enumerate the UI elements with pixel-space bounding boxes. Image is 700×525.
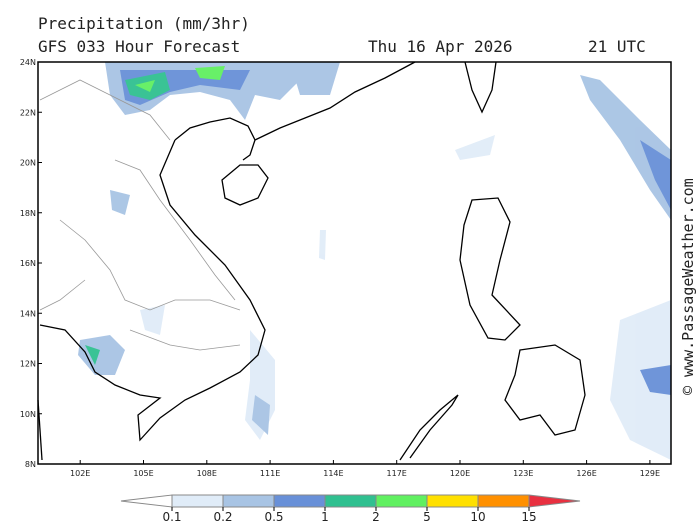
subtitle: GFS 033 Hour Forecast bbox=[38, 37, 240, 56]
x-tick-label: 129E bbox=[640, 469, 660, 478]
colorbar-bin bbox=[324, 494, 377, 508]
x-tick-label: 123E bbox=[513, 469, 533, 478]
y-tick-label: 8N bbox=[25, 460, 36, 469]
colorbar-label: 0.1 bbox=[162, 510, 181, 524]
colorbar-label: 1 bbox=[321, 510, 329, 524]
x-tick-label: 120E bbox=[450, 469, 470, 478]
x-tick-label: 105E bbox=[133, 469, 153, 478]
x-tick-label: 111E bbox=[260, 469, 280, 478]
colorbar-bin bbox=[171, 494, 224, 508]
time: 21 UTC bbox=[588, 37, 646, 56]
precip bbox=[78, 62, 671, 460]
y-tick-label: 22N bbox=[20, 108, 36, 117]
x-tick-label: 126E bbox=[576, 469, 596, 478]
colorbar-bin bbox=[222, 494, 275, 508]
colorbar-under bbox=[120, 494, 173, 508]
y-tick-label: 20N bbox=[20, 159, 36, 168]
colorbar-label: 0.5 bbox=[264, 510, 283, 524]
map-area bbox=[37, 61, 672, 465]
y-tick-label: 24N bbox=[20, 58, 36, 67]
y-tick-label: 16N bbox=[20, 259, 36, 268]
date: Thu 16 Apr 2026 bbox=[368, 37, 513, 56]
x-tick-label: 108E bbox=[197, 469, 217, 478]
colorbar-label: 0.2 bbox=[213, 510, 232, 524]
colorbar-bin bbox=[375, 494, 428, 508]
colorbar-over bbox=[528, 494, 581, 508]
colorbar-bin bbox=[273, 494, 326, 508]
y-tick-label: 10N bbox=[20, 410, 36, 419]
colorbar-bin bbox=[477, 494, 530, 508]
x-tick-label: 117E bbox=[387, 469, 407, 478]
x-tick-label: 102E bbox=[70, 469, 90, 478]
colorbar-label: 5 bbox=[423, 510, 431, 524]
y-tick-label: 12N bbox=[20, 360, 36, 369]
y-tick-label: 14N bbox=[20, 309, 36, 318]
colorbar-label: 15 bbox=[521, 510, 536, 524]
y-tick-label: 18N bbox=[20, 209, 36, 218]
x-tick-label: 114E bbox=[323, 469, 343, 478]
title: Precipitation (mm/3hr) bbox=[38, 14, 250, 33]
credit: © www.PassageWeather.com bbox=[679, 178, 697, 395]
colorbar-label: 10 bbox=[470, 510, 485, 524]
colorbar-label: 2 bbox=[372, 510, 380, 524]
colorbar-bin bbox=[426, 494, 479, 508]
